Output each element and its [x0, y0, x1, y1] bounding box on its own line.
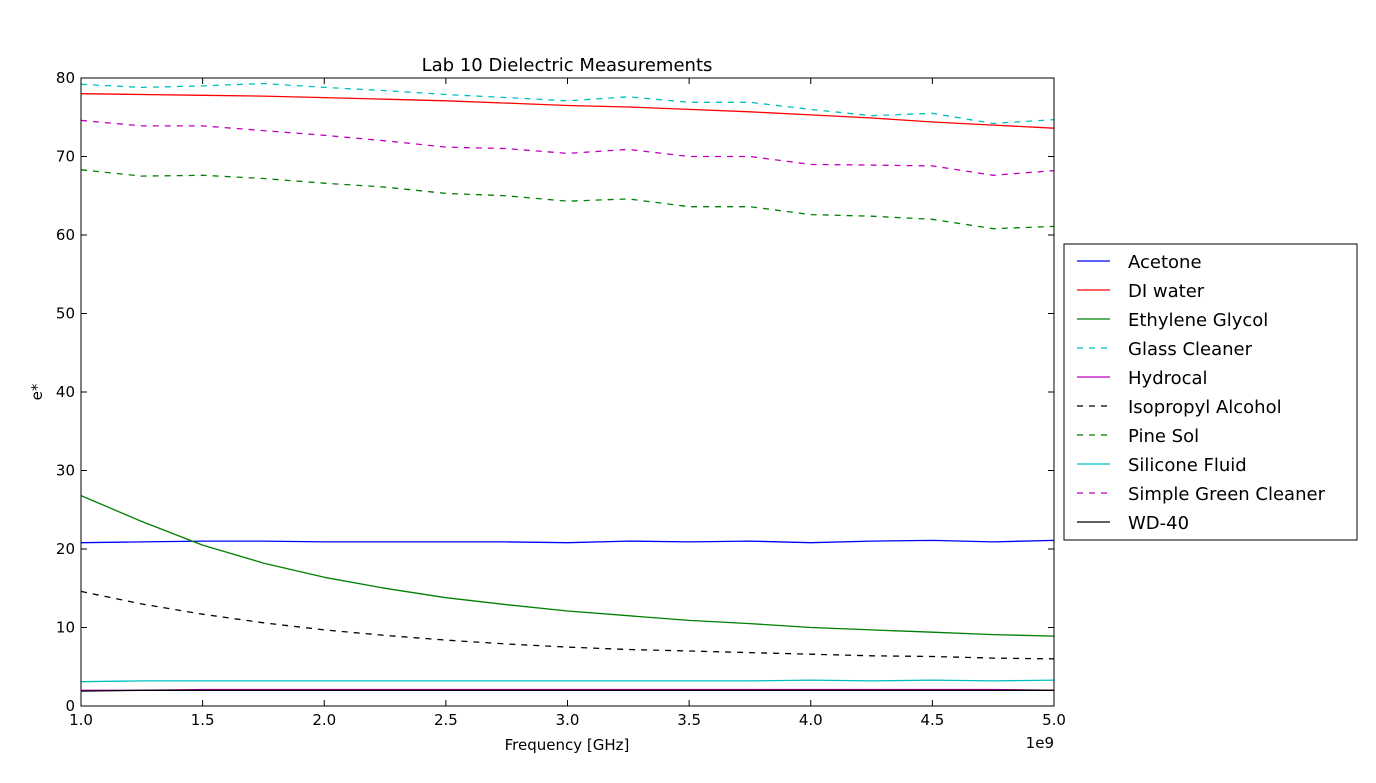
- y-tick-label: 40: [56, 383, 75, 401]
- series-line-7: [80, 679, 1055, 683]
- legend-label: WD-40: [1128, 513, 1189, 534]
- y-tick-label: 80: [56, 69, 75, 87]
- legend-label: Isopropyl Alcohol: [1128, 397, 1282, 418]
- legend-box: [1063, 243, 1358, 541]
- x-tick-label: 2.5: [434, 711, 458, 729]
- legend: Acetone DI water Ethylene Glycol Glass Clea…: [1063, 243, 1358, 541]
- legend-label: Glass Cleaner: [1128, 339, 1253, 360]
- legend-label: Pine Sol: [1128, 426, 1199, 447]
- series-line-2: [80, 495, 1055, 637]
- series-line-1: [80, 93, 1055, 129]
- x-tick-label: 4.5: [920, 711, 944, 729]
- legend-label: DI water: [1128, 281, 1205, 302]
- series-line-4: [81, 688, 1055, 691]
- x-tick-label: 1.5: [191, 711, 215, 729]
- y-tick-label: 30: [56, 462, 75, 480]
- legend-label: Simple Green Cleaner: [1128, 484, 1326, 505]
- legend-label: Ethylene Glycol: [1128, 310, 1268, 331]
- y-tick-label: 70: [56, 148, 75, 166]
- chart-title: Lab 10 Dielectric Measurements: [422, 55, 713, 76]
- y-axis-label: e*: [28, 383, 46, 400]
- series-line-9: [80, 689, 1054, 692]
- axis-ticks: 1.0 1.5 2.0 2.5 3.0 3.5 4.0 4.5 5.0 0 10 20 30 40 50 60…: [56, 69, 1066, 729]
- y-tick-label: 50: [56, 305, 75, 323]
- legend-label: Hydrocal: [1128, 368, 1208, 389]
- legend-label: Silicone Fluid: [1128, 455, 1247, 476]
- y-tick-label: 20: [56, 540, 75, 558]
- x-tick-label: 3.0: [556, 711, 580, 729]
- y-tick-label: 10: [56, 619, 75, 637]
- series-line-0: [80, 539, 1055, 544]
- x-tick-label: 4.0: [799, 711, 823, 729]
- y-tick-label: 0: [65, 697, 75, 715]
- y-tick-label: 60: [56, 226, 75, 244]
- x-tick-label: 1.0: [69, 711, 93, 729]
- x-axis-label: Frequency [GHz]: [505, 736, 630, 754]
- x-tick-label: 5.0: [1042, 711, 1066, 729]
- x-axis-offset-label: 1e9: [1026, 734, 1054, 752]
- x-tick-label: 3.5: [677, 711, 701, 729]
- x-tick-label: 2.0: [312, 711, 336, 729]
- legend-label: Acetone: [1128, 252, 1202, 273]
